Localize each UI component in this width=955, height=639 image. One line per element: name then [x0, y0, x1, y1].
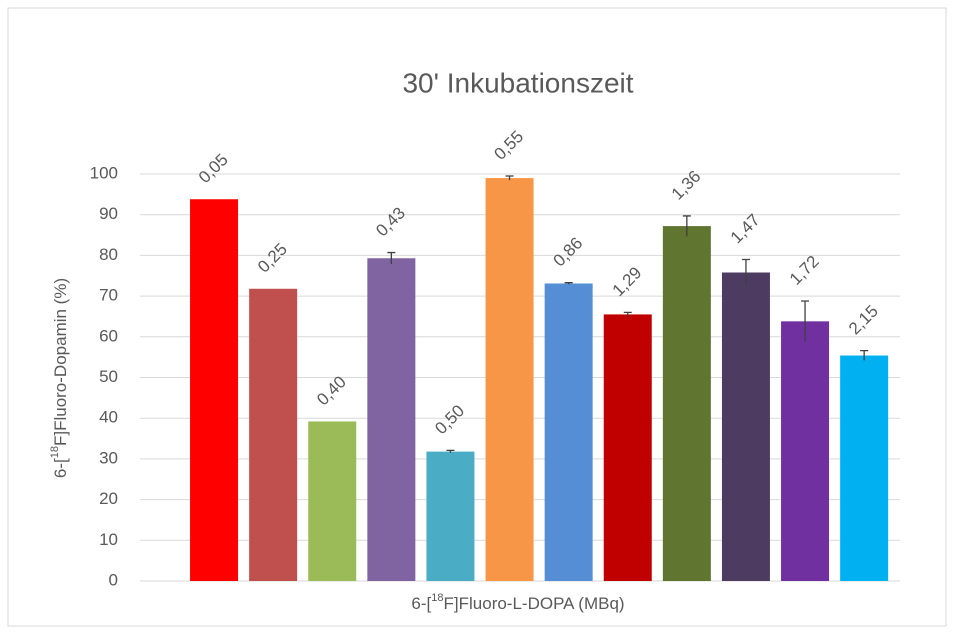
- x-label-part: F]Fluoro-L-DOPA (MBq): [444, 594, 625, 613]
- bar: [721, 272, 770, 581]
- y-tick-label: 90: [99, 204, 118, 223]
- y-tick-label: 30: [99, 448, 118, 467]
- y-label-part: F]Fluoro-Dopamin (%): [51, 278, 70, 446]
- y-tick-label: 60: [99, 326, 118, 345]
- error-bar: [564, 282, 573, 285]
- x-label-part: 6-[: [411, 594, 431, 613]
- error-bar: [623, 311, 632, 317]
- bar: [308, 421, 357, 581]
- y-tick-label: 20: [99, 489, 118, 508]
- y-tick-label: 70: [99, 286, 118, 305]
- x-axis-label: 6-[18F]Fluoro-L-DOPA (MBq): [411, 592, 624, 614]
- y-tick-label: 80: [99, 245, 118, 264]
- y-tick-label: 40: [99, 408, 118, 427]
- bar: [781, 321, 830, 581]
- x-label-sup: 18: [431, 592, 443, 604]
- bar: [485, 178, 534, 581]
- error-bar: [741, 258, 750, 286]
- y-axis-label: 6-[18F]Fluoro-Dopamin (%): [49, 278, 71, 478]
- bar: [544, 283, 593, 581]
- y-label-part: 6-[: [51, 458, 70, 478]
- error-bar: [505, 175, 514, 181]
- bar: [662, 226, 711, 581]
- error-bar: [387, 251, 396, 264]
- bar: [840, 355, 889, 581]
- error-bar: [860, 349, 869, 361]
- chart-title: 30' Inkubationszeit: [402, 67, 633, 98]
- bar: [249, 288, 298, 581]
- bar: [603, 314, 652, 581]
- y-tick-label: 50: [99, 367, 118, 386]
- y-tick-label: 0: [109, 570, 118, 589]
- y-tick-label: 100: [90, 163, 118, 182]
- error-bar: [682, 215, 691, 237]
- bar: [367, 258, 416, 581]
- bar: [426, 451, 475, 581]
- error-bar: [446, 449, 455, 453]
- bar: [190, 199, 239, 581]
- y-tick-label: 10: [99, 530, 118, 549]
- y-label-sup: 18: [49, 446, 61, 458]
- error-bar: [801, 300, 810, 342]
